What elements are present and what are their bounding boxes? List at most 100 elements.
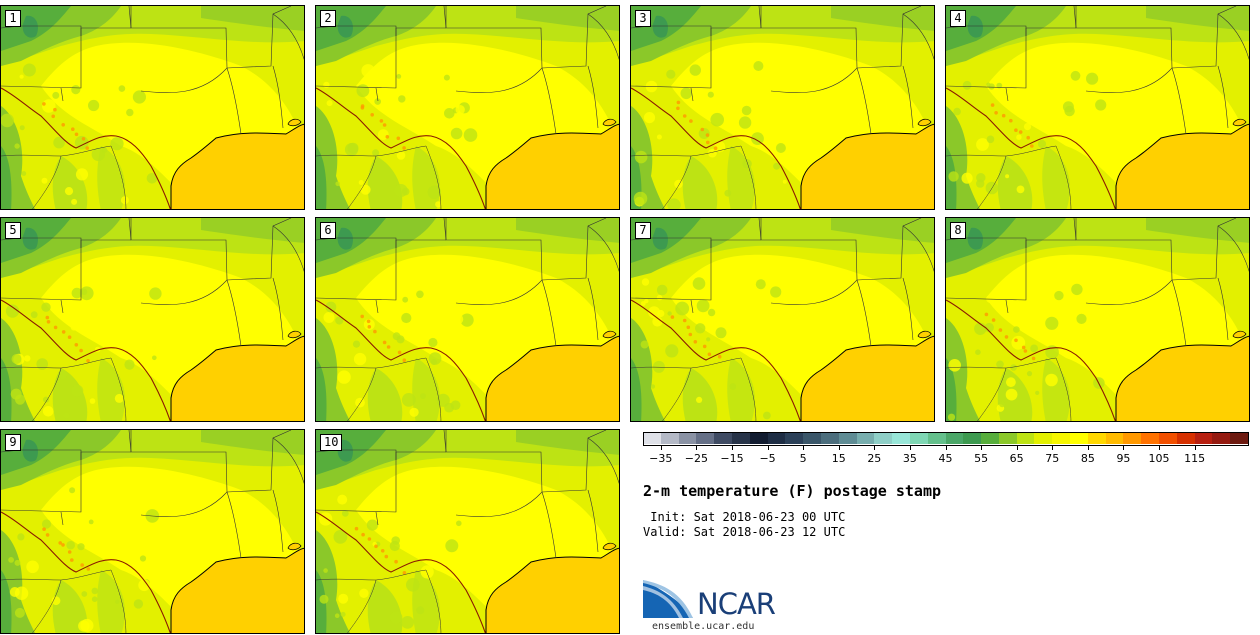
- member-number-label: 6: [320, 222, 336, 239]
- member-number-label: 10: [320, 434, 343, 451]
- member-number-label: 1: [5, 10, 21, 27]
- ensemble-member-map: 2: [315, 5, 620, 210]
- colorbar-segment: [838, 432, 858, 444]
- colorbar-segment: [945, 432, 964, 444]
- colorbar: [643, 432, 1249, 446]
- colorbar-segment: [1087, 432, 1107, 444]
- ncar-logo-text: NCAR: [697, 587, 776, 621]
- colorbar-tick: [1123, 446, 1125, 450]
- ensemble-member-map: 7: [630, 217, 935, 422]
- valid-time: Valid: Sat 2018-06-23 12 UTC: [643, 525, 846, 539]
- colorbar-tick: [803, 446, 805, 450]
- temperature-map: [1, 218, 304, 421]
- colorbar-segment: [803, 432, 822, 444]
- colorbar-tick-label: 95: [1116, 452, 1131, 465]
- colorbar-frame: [643, 432, 1249, 446]
- colorbar-tick: [731, 446, 733, 450]
- temperature-map: [1, 6, 304, 209]
- colorbar-tick-label: 15: [831, 452, 846, 465]
- colorbar-tick-label: −15: [720, 452, 744, 465]
- colorbar-segment: [1105, 432, 1124, 444]
- member-number-label: 3: [635, 10, 651, 27]
- temperature-map: [946, 218, 1249, 421]
- temperature-map: [946, 6, 1249, 209]
- website-url: ensemble.ucar.edu: [652, 621, 755, 632]
- colorbar-segment: [963, 432, 982, 444]
- colorbar-segment: [714, 432, 733, 444]
- member-number-label: 4: [950, 10, 966, 27]
- temperature-map: [316, 6, 619, 209]
- temperature-map: [631, 218, 934, 421]
- member-number-label: 8: [950, 222, 966, 239]
- colorbar-segment: [856, 432, 875, 444]
- colorbar-tick-label: −25: [684, 452, 708, 465]
- colorbar-tick-label: 35: [902, 452, 917, 465]
- colorbar-segment: [1230, 432, 1249, 444]
- colorbar-tick-label: 55: [974, 452, 989, 465]
- colorbar-tick: [945, 446, 947, 450]
- colorbar-segment: [1034, 432, 1053, 444]
- member-number-label: 9: [5, 434, 21, 451]
- ensemble-member-map: 3: [630, 5, 935, 210]
- ensemble-member-map: 4: [945, 5, 1250, 210]
- colorbar-tick: [1194, 446, 1196, 450]
- colorbar-tick-label: 45: [938, 452, 953, 465]
- colorbar-segment: [749, 432, 769, 444]
- colorbar-tick-label: 5: [799, 452, 807, 465]
- colorbar-segment: [1159, 432, 1178, 444]
- colorbar-tick-label: −35: [649, 452, 673, 465]
- colorbar-segment: [927, 432, 946, 444]
- ensemble-member-map: 5: [0, 217, 305, 422]
- colorbar-segment: [643, 432, 662, 444]
- temperature-map: [631, 6, 934, 209]
- colorbar-segment: [660, 432, 680, 444]
- figure-title: 2-m temperature (F) postage stamp: [643, 482, 942, 500]
- colorbar-tick-label: 105: [1148, 452, 1170, 465]
- colorbar-segment: [1194, 432, 1213, 444]
- colorbar-segment: [767, 432, 786, 444]
- colorbar-tick: [767, 446, 769, 450]
- ensemble-member-map: 10: [315, 429, 620, 634]
- colorbar-segment: [1123, 432, 1142, 444]
- temperature-map: [316, 218, 619, 421]
- colorbar-tick-label: 85: [1080, 452, 1095, 465]
- colorbar-tick: [1159, 446, 1161, 450]
- colorbar-segment: [1016, 432, 1035, 444]
- colorbar-segment: [731, 432, 751, 444]
- colorbar-tick-label: 75: [1045, 452, 1060, 465]
- colorbar-tick-label: 65: [1009, 452, 1024, 465]
- colorbar-segment: [678, 432, 697, 444]
- ensemble-member-map: 6: [315, 217, 620, 422]
- colorbar-segment: [820, 432, 840, 444]
- ensemble-member-map: 8: [945, 217, 1250, 422]
- colorbar-segment: [1052, 432, 1071, 444]
- colorbar-tick: [660, 446, 662, 450]
- colorbar-segment: [1141, 432, 1160, 444]
- colorbar-segment: [892, 432, 911, 444]
- colorbar-tick: [1087, 446, 1089, 450]
- colorbar-segment: [1176, 432, 1196, 444]
- colorbar-segment: [909, 432, 929, 444]
- member-number-label: 7: [635, 222, 651, 239]
- colorbar-tick: [874, 446, 876, 450]
- colorbar-segment: [696, 432, 715, 444]
- colorbar-tick-label: −5: [759, 452, 776, 465]
- colorbar-segment: [874, 432, 893, 444]
- colorbar-segment: [1212, 432, 1231, 444]
- colorbar-segment: [998, 432, 1018, 444]
- ensemble-member-map: 9: [0, 429, 305, 634]
- init-time: Init: Sat 2018-06-23 00 UTC: [643, 510, 846, 524]
- colorbar-tick: [838, 446, 840, 450]
- ncar-swoosh-icon: [643, 580, 693, 618]
- colorbar-ticks: −35 −25 −15 −5 5 15 25 35 45 55 65 75 85 95 105 115: [643, 446, 1248, 468]
- colorbar-tick: [981, 446, 983, 450]
- colorbar-tick: [909, 446, 911, 450]
- ensemble-member-map: 1: [0, 5, 305, 210]
- colorbar-segment: [785, 432, 804, 444]
- temperature-map: [1, 430, 304, 633]
- colorbar-tick: [1016, 446, 1018, 450]
- temperature-map: [316, 430, 619, 633]
- colorbar-tick-label: 25: [867, 452, 882, 465]
- member-number-label: 2: [320, 10, 336, 27]
- colorbar-segment: [1070, 432, 1089, 444]
